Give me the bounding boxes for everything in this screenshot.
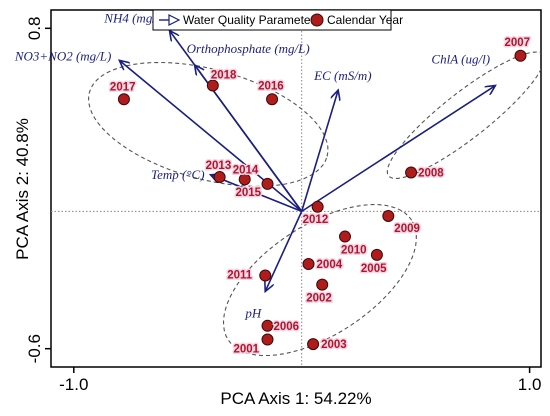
group-ellipse-3 [222,204,417,357]
point-2015 [261,177,274,190]
x-tick-label: -1.0 [59,375,88,394]
vector-ph [265,211,303,291]
point-2010 [339,230,351,243]
legend-label-parameter: Water Quality Parameter [183,13,315,27]
y-axis-title: PCA Axis 2: 40.8% [13,118,32,260]
point-2014 [238,173,251,186]
point-label-2006: 2006 [274,321,300,333]
point-label-2003: 2003 [321,339,347,351]
y-tick-label: 0.8 [25,16,44,40]
point-2008 [405,166,418,179]
legend-point-icon [310,13,324,27]
point-label-2002: 2002 [306,293,332,305]
point-label-2009: 2009 [394,223,420,235]
point-label-2018: 2018 [211,70,237,82]
point-2001 [261,333,274,346]
point-label-2005: 2005 [361,263,387,275]
point-2006 [261,319,274,332]
x-axis-title: PCA Axis 1: 54.22% [220,389,371,408]
vector-label-orthophosphate-mg-l: Orthophosphate (mg/L) [187,41,310,56]
vector-label-temp-c: Temp (°C) [151,167,204,182]
vector-label-chla-ug-l: ChlA (ug/l) [431,52,490,67]
x-tick-label: 1.0 [518,375,542,394]
point-label-2010: 2010 [341,245,367,257]
point-label-2015: 2015 [236,187,262,199]
legend-box [152,9,392,31]
point-label-2012: 2012 [303,214,329,226]
point-2007 [514,49,527,62]
group-ellipse-1 [88,61,329,187]
vector-label-nh4-mg-l: NH4 (mg/L) [103,11,167,26]
vector-temp-c [211,175,302,213]
point-2011 [259,269,272,282]
point-label-2016: 2016 [258,80,284,92]
y-tick-label: -0.6 [25,334,44,363]
point-2013 [213,171,226,184]
point-2017 [117,93,130,106]
point-label-2001: 2001 [234,344,260,356]
point-2003 [307,338,320,351]
point-label-2004: 2004 [317,259,343,271]
plot-frame [50,9,542,368]
point-2012 [311,200,324,213]
point-2004 [302,258,315,271]
vector-ec-ms-m [300,90,338,212]
legend-label-year: Calendar Year [327,13,403,27]
x-ticks: -1.0 1.0 [59,367,541,394]
legend-arrow-icon [159,14,181,26]
point-2016 [266,93,279,106]
point-2009 [382,209,395,222]
point-label-2007: 2007 [504,37,530,49]
point-label-2011: 2011 [227,269,253,281]
vector-label-ec-ms-m: EC (mS/m) [313,68,371,83]
vector-label-no3-no2-mg-l: NO3+NO2 (mg/L) [14,48,112,63]
point-label-2014: 2014 [233,164,259,176]
point-2002 [316,278,329,291]
point-label-2017: 2017 [110,81,136,93]
y-ticks: 0.8 -0.6 [25,16,51,363]
point-2018 [206,79,219,92]
point-2005 [370,248,383,261]
vector-chla-ug-l [301,86,496,213]
point-label-2013: 2013 [206,160,232,172]
point-label-2008: 2008 [418,167,444,179]
legend: Water Quality Parameter Calendar Year [152,9,403,31]
vector-label-ph: pH [244,305,262,320]
